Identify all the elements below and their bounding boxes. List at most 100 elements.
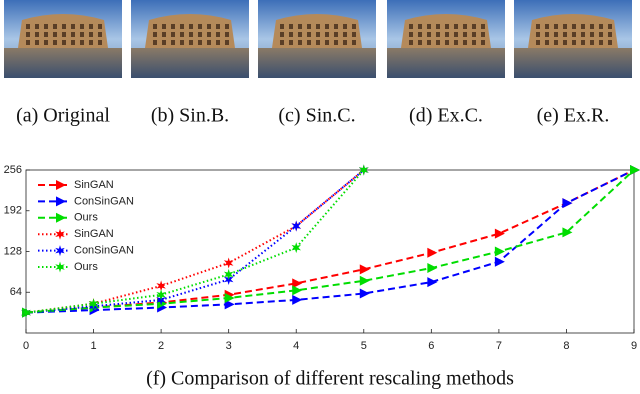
photo-arch (554, 40, 558, 45)
photo-arch (352, 32, 356, 37)
photo-arch (307, 32, 311, 37)
photo-arch (334, 40, 338, 45)
photo-arch (581, 40, 585, 45)
photo-arch (481, 32, 485, 37)
photo-arch (334, 32, 338, 37)
photo-arch (316, 24, 320, 29)
photo-arch (454, 32, 458, 37)
photo-arch (289, 32, 293, 37)
photo-arch (153, 40, 157, 45)
photo-arch (71, 40, 75, 45)
photo-arch (325, 32, 329, 37)
photo (258, 0, 376, 78)
legend-label: SinGAN (74, 179, 114, 191)
photo-arch (418, 32, 422, 37)
photo-arch (80, 40, 84, 45)
legend-box (29, 175, 167, 277)
photo-arch (53, 24, 57, 29)
photo-arch (599, 40, 603, 45)
point-marker (292, 278, 303, 289)
photo-arch (563, 40, 567, 45)
legend-label: ConSinGAN (74, 245, 134, 257)
photo-arch (207, 24, 211, 29)
image-caption: (b) Sin.B. (151, 105, 229, 127)
legend-marker (55, 261, 65, 273)
photo-arch (608, 24, 612, 29)
photo-arch (409, 32, 413, 37)
photo-arch (325, 40, 329, 45)
photo-arch (563, 24, 567, 29)
legend-marker (56, 180, 66, 190)
photo-arch (418, 40, 422, 45)
photo-arch (463, 32, 467, 37)
x-tick-label: 1 (90, 340, 96, 352)
photo-arch (35, 40, 39, 45)
photo-arch (280, 40, 284, 45)
photo-arch (581, 24, 585, 29)
photo-arch (427, 32, 431, 37)
photo-arch (89, 40, 93, 45)
photo-arch (536, 32, 540, 37)
photo-arch (44, 40, 48, 45)
photo-building (401, 14, 491, 48)
photo-arch (198, 32, 202, 37)
photo-arch (454, 24, 458, 29)
photo-arch (343, 32, 347, 37)
photo-arch (207, 40, 211, 45)
point-marker (562, 227, 573, 238)
image-caption: (e) Ex.R. (537, 105, 610, 127)
photo-water (387, 48, 505, 78)
photo (387, 0, 505, 78)
photo-arch (463, 24, 467, 29)
legend-marker (56, 212, 66, 223)
photo-arch (536, 40, 540, 45)
point-marker (427, 277, 438, 288)
legend-marker (56, 196, 66, 207)
legend-label: Ours (74, 212, 98, 224)
photo-arch (343, 24, 347, 29)
point-marker (562, 198, 573, 209)
photo-arch (554, 32, 558, 37)
photo-arch (44, 32, 48, 37)
point-marker (292, 285, 303, 296)
photo-arch (352, 24, 356, 29)
point-marker (494, 228, 505, 239)
point-marker (494, 246, 505, 257)
photo-arch (472, 40, 476, 45)
photo-arch (98, 24, 102, 29)
point-marker (156, 289, 166, 301)
photo (514, 0, 632, 78)
photo (4, 0, 122, 78)
photo-arch (427, 24, 431, 29)
photo-arch (26, 32, 30, 37)
x-tick-label: 9 (631, 340, 637, 352)
photo-arch (545, 40, 549, 45)
photo-arch (298, 24, 302, 29)
legend-marker (55, 245, 65, 257)
photo-arch (608, 32, 612, 37)
photo-arch (554, 24, 558, 29)
legend-label: Ours (74, 261, 98, 273)
photo-arch (325, 24, 329, 29)
photo-building (528, 14, 618, 48)
photo (131, 0, 249, 78)
photo-arch (536, 24, 540, 29)
point-marker (630, 165, 640, 175)
photo-arch (62, 32, 66, 37)
photo-arch (563, 32, 567, 37)
photo-arch (445, 24, 449, 29)
image-caption: (c) Sin.C. (278, 105, 355, 127)
photo-water (514, 48, 632, 78)
photo-arch (427, 40, 431, 45)
photo-arch (189, 24, 193, 29)
photo-arch (44, 24, 48, 29)
legend-marker (55, 228, 65, 240)
photo-arch (454, 40, 458, 45)
photo-arch (71, 24, 75, 29)
photo-water (258, 48, 376, 78)
x-tick-label: 3 (226, 340, 232, 352)
photo-arch (225, 32, 229, 37)
photo-arch (481, 40, 485, 45)
photo-arch (481, 24, 485, 29)
